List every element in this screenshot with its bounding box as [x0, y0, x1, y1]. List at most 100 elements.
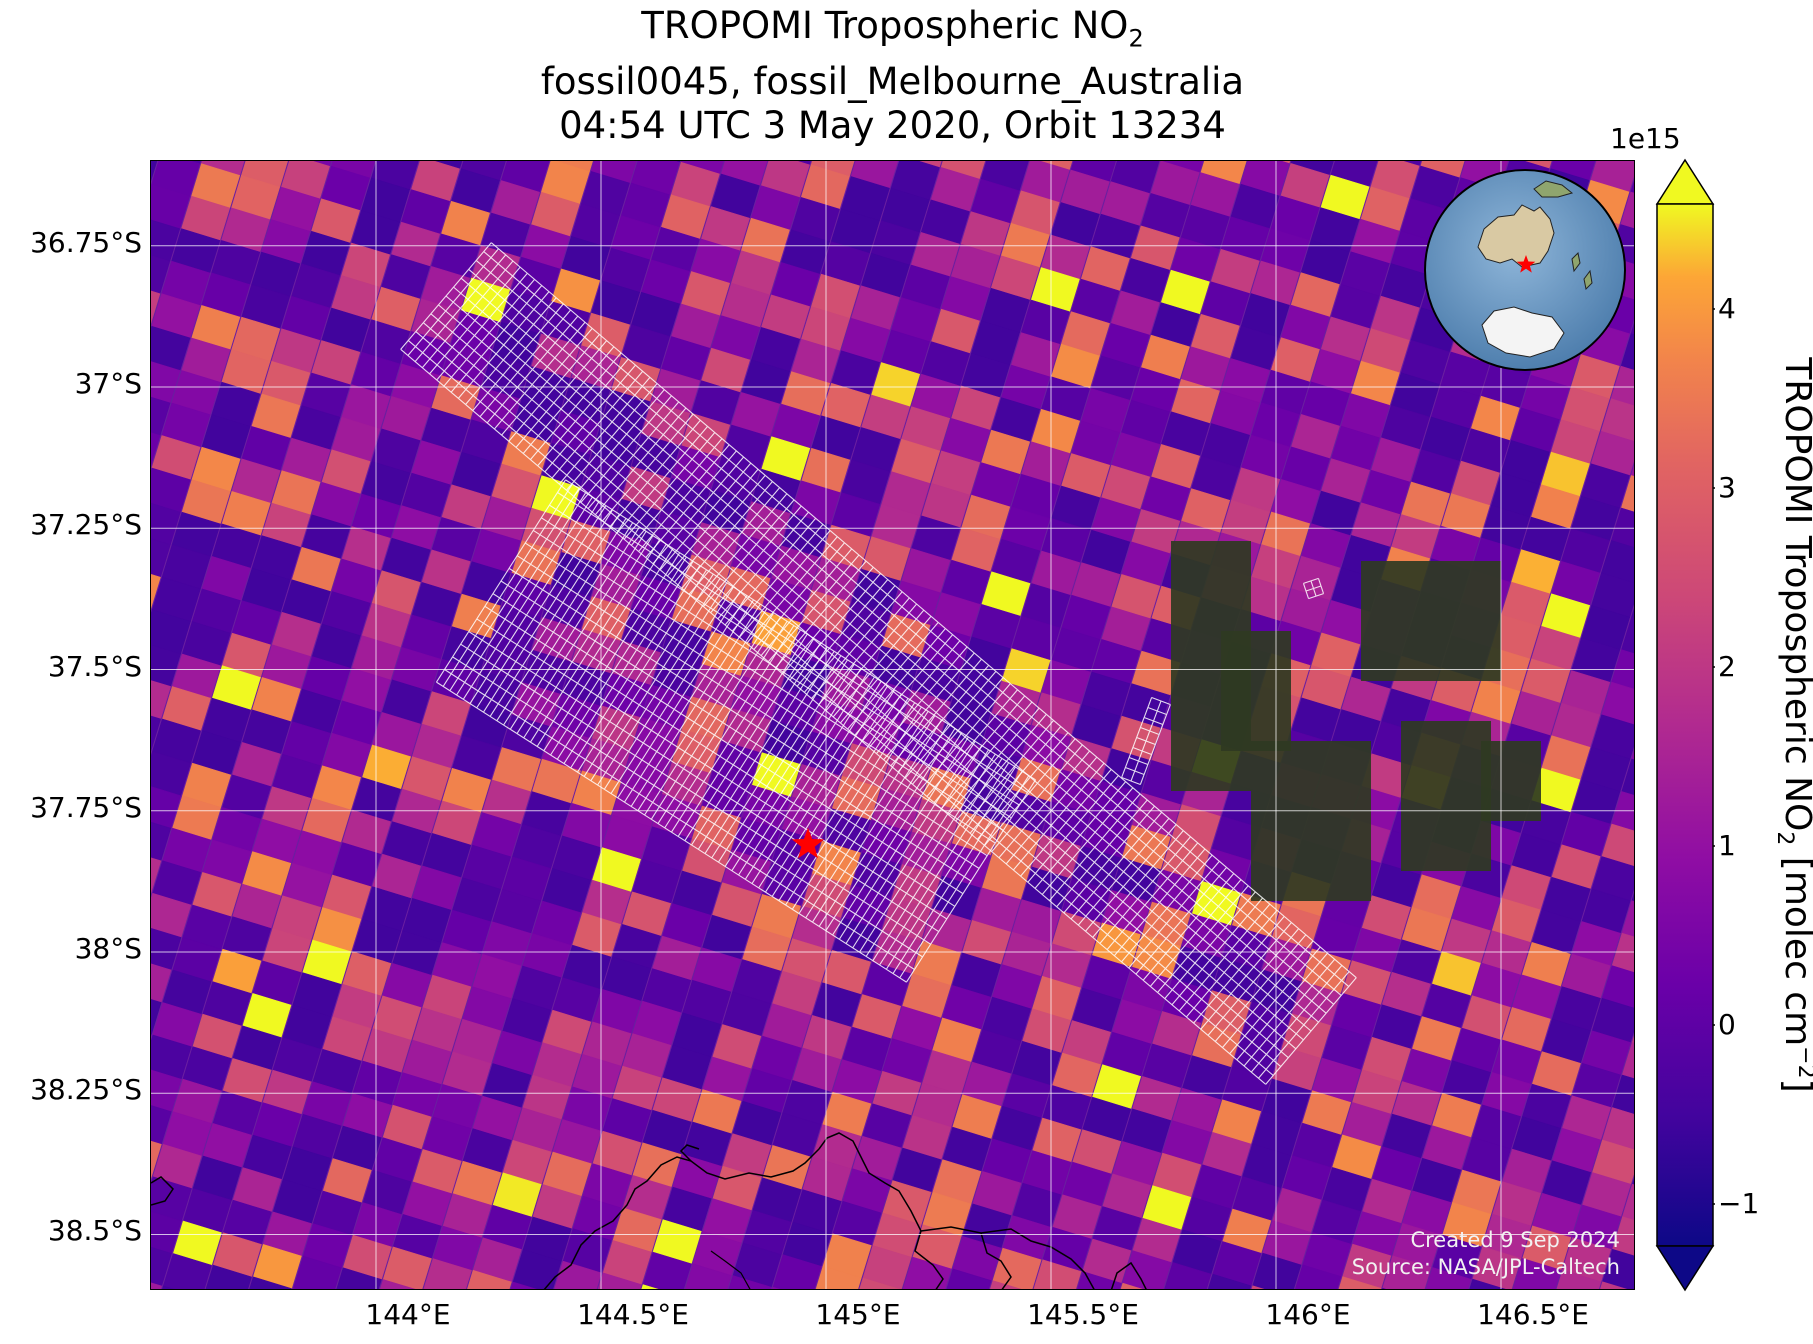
no2-pixel [379, 1279, 416, 1289]
no2-pixel [382, 1246, 432, 1289]
no2-pixel [292, 1255, 342, 1289]
credit-source: Source: NASA/JPL-Caltech [1351, 1255, 1620, 1279]
no2-pixel [1033, 1259, 1082, 1289]
no2-pixel [1077, 1271, 1122, 1289]
no2-pixel [859, 1277, 900, 1289]
imagery-patch [1251, 741, 1371, 901]
no2-pixel [151, 432, 161, 467]
no2-pixel [1620, 475, 1634, 513]
no2-pixel [685, 1263, 732, 1289]
no2-pixel [1207, 1273, 1252, 1289]
x-tick-label: 146°E [1265, 1298, 1351, 1331]
no2-pixel [772, 1286, 780, 1289]
no2-pixel [151, 161, 158, 182]
no2-pixel [1512, 1258, 1562, 1289]
imagery-patch [1361, 561, 1501, 681]
no2-pixel [772, 1254, 822, 1289]
no2-pixel [597, 1272, 642, 1289]
no2-pixel [641, 1284, 659, 1289]
no2-pixel [1601, 965, 1634, 1009]
title-line-1: TROPOMI Tropospheric NO2 [641, 4, 1144, 53]
colorbar-tick-label: −1 [1718, 1187, 1760, 1220]
no2-pixel [1621, 1042, 1634, 1079]
no2-pixel [1631, 607, 1634, 619]
no2-pixel [1631, 750, 1634, 761]
no2-pixel [1631, 1035, 1634, 1044]
y-tick-label: 37°S [74, 367, 142, 400]
no2-pixel [292, 1288, 296, 1289]
no2-pixel [1630, 322, 1634, 335]
no2-pixel [815, 1265, 862, 1289]
no2-pixel [1602, 1107, 1634, 1150]
colorbar-gradient [1656, 203, 1714, 1247]
coastline [151, 1132, 1147, 1289]
no2-pixel [1425, 1267, 1472, 1289]
x-tick-label: 145°E [815, 1298, 901, 1331]
imagery-patch [1221, 631, 1291, 751]
no2-pixel [1469, 1278, 1506, 1289]
globe-site-star-icon [1516, 255, 1536, 273]
no2-pixel [162, 1285, 175, 1289]
no2-pixel [1610, 365, 1634, 407]
no2-pixel [1556, 1269, 1602, 1289]
y-tick-label: 37.25°S [30, 508, 142, 541]
no2-pixel [642, 1251, 692, 1289]
no2-pixel [467, 1269, 512, 1289]
target-mode-swaths [400, 242, 1357, 1085]
map-panel[interactable]: Created 9 Sep 2024 Source: NASA/JPL-Calt… [150, 160, 1635, 1290]
imagery-patches [1171, 541, 1541, 901]
y-tick-label: 36.75°S [30, 226, 142, 259]
site-star-icon [791, 827, 825, 859]
no2-pixel [1621, 758, 1634, 796]
x-tick-label: 144°E [365, 1298, 451, 1331]
x-tick-label: 145.5°E [1027, 1298, 1139, 1331]
no2-pixel [512, 1249, 562, 1289]
title-line-2: fossil0045, fossil_Melbourne_Australia [540, 60, 1245, 104]
title-line-3: 04:54 UTC 3 May 2020, Orbit 13234 [559, 104, 1226, 148]
no2-pixel [1382, 1287, 1387, 1289]
no2-pixel [1620, 191, 1634, 229]
no2-pixel [1630, 465, 1634, 477]
colorbar-extend-max [1655, 158, 1715, 205]
no2-pixel [1295, 1264, 1342, 1289]
no2-pixel [862, 1245, 912, 1289]
colorbar-tick-label: 3 [1718, 471, 1736, 504]
no2-pixel [1164, 1262, 1212, 1289]
x-tick-label: 146.5°E [1477, 1298, 1589, 1331]
no2-pixel [249, 1276, 292, 1289]
colorbar-label: TROPOMI Tropospheric NO2 [molec cm−2] [1771, 357, 1813, 1092]
no2-map [151, 161, 1634, 1289]
swath [1302, 577, 1325, 600]
no2-pixel [1612, 1216, 1634, 1257]
no2-pixel [510, 1281, 538, 1289]
no2-pixel [1601, 681, 1634, 726]
no2-pixel [1630, 180, 1634, 194]
title-block: TROPOMI Tropospheric NO2 fossil0045, fos… [150, 4, 1635, 148]
no2-pixel [151, 715, 161, 752]
swath [400, 242, 1357, 1085]
imagery-patch [1401, 721, 1491, 871]
credit-created: Created 9 Sep 2024 [1410, 1228, 1620, 1252]
site-marker [791, 827, 825, 859]
no2-pixel [1600, 398, 1634, 442]
credit-text: Created 9 Sep 2024 Source: NASA/JPL-Calt… [1352, 1227, 1620, 1281]
no2-pixel [992, 1247, 1042, 1289]
no2-pixel [1600, 1281, 1628, 1289]
no2-pixel [1631, 892, 1634, 902]
no2-pixel [1621, 616, 1634, 654]
swath [435, 479, 1037, 983]
no2-pixel [1611, 507, 1634, 548]
colorbar-tick-label: 4 [1718, 292, 1736, 325]
no2-pixel [1338, 1276, 1382, 1289]
colorbar-exponent: 1e15 [1610, 122, 1681, 155]
x-tick-label: 144.5°E [577, 1298, 689, 1331]
graticule [151, 161, 1634, 1289]
no2-pixel [1251, 1285, 1265, 1289]
no2-pixel [1472, 1246, 1522, 1289]
no2-pixel [1622, 1183, 1634, 1221]
no2-pixel [1621, 900, 1634, 938]
no2-pixel [1122, 1250, 1172, 1289]
y-tick-label: 37.5°S [47, 650, 142, 683]
no2-pixel [336, 1267, 382, 1289]
no2-pixel [1602, 1248, 1634, 1289]
